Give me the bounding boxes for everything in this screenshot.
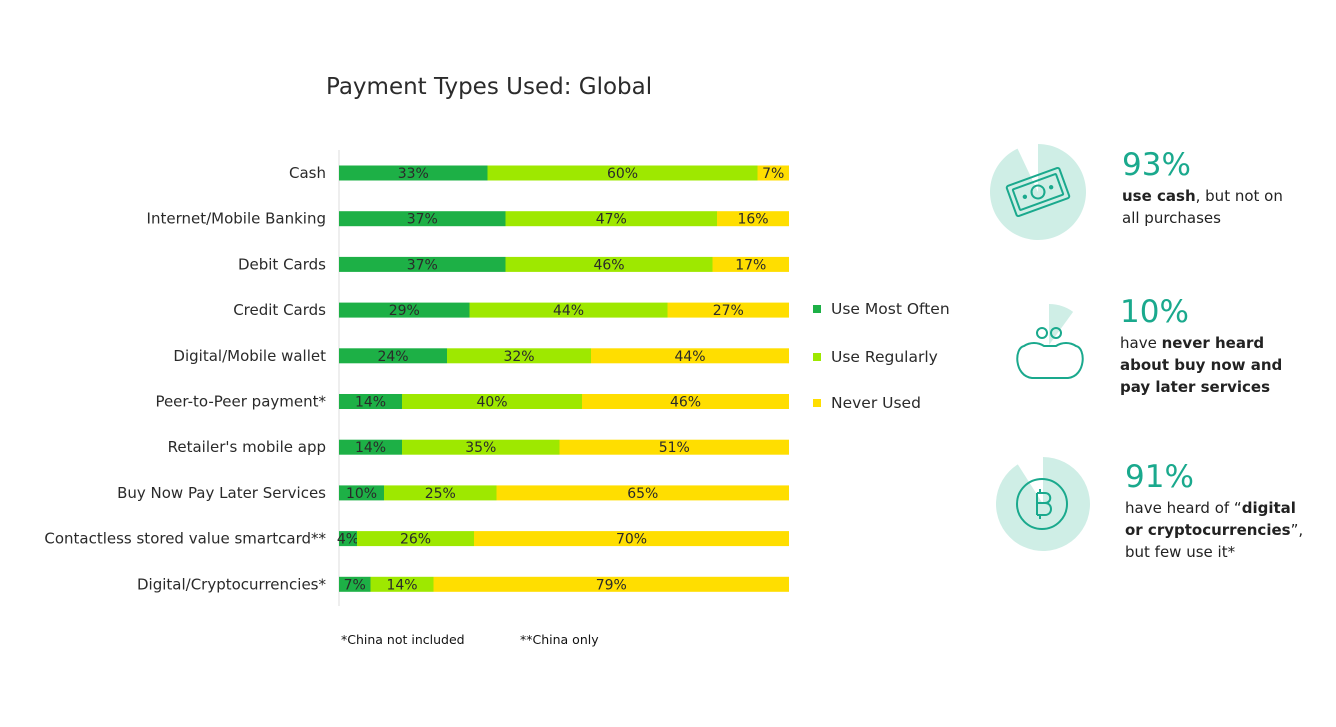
bitcoin-icon bbox=[996, 457, 1090, 551]
bar-segment-1 bbox=[339, 531, 357, 547]
bar-segment-3 bbox=[667, 302, 789, 318]
data-label: 14% bbox=[355, 395, 386, 411]
bar-segment-1 bbox=[339, 394, 402, 409]
bar-segment-1 bbox=[339, 302, 470, 318]
bar-segment-3 bbox=[591, 348, 789, 364]
bar-segment-1 bbox=[339, 576, 371, 592]
data-label: 46% bbox=[593, 257, 624, 273]
data-label: 10% bbox=[346, 486, 377, 502]
data-label: 79% bbox=[596, 577, 627, 593]
bar-segment-3 bbox=[496, 485, 789, 501]
bnpl-percent-pie bbox=[1049, 304, 1074, 345]
bar-segment-2 bbox=[402, 394, 582, 409]
stacked-bar-chart: Cash 33% 60% 7% Internet/Mobile Banking 37% 47… bbox=[44, 150, 789, 606]
data-label: 46% bbox=[670, 395, 701, 411]
legend-swatch bbox=[813, 304, 821, 313]
category-label: Digital/Mobile wallet bbox=[173, 347, 326, 365]
bar-segment-1 bbox=[339, 348, 447, 364]
legend-label: Never Used bbox=[831, 394, 921, 412]
data-label: 37% bbox=[407, 257, 438, 273]
legend-swatch bbox=[813, 398, 821, 407]
category-label: Contactless stored value smartcard** bbox=[44, 530, 326, 548]
legend-label: Use Most Often bbox=[831, 300, 950, 318]
bar-segment-2 bbox=[505, 211, 717, 227]
stat-description: have heard of “digital or cryptocurrencie… bbox=[1125, 499, 1304, 561]
bar-segment-1 bbox=[339, 256, 506, 272]
stat-percent: 93% bbox=[1122, 147, 1191, 183]
data-label: 32% bbox=[503, 349, 534, 365]
data-label: 7% bbox=[762, 166, 784, 182]
bar-segment-1 bbox=[339, 211, 506, 227]
footnote-china-excluded: *China not included bbox=[341, 632, 465, 647]
category-label: Retailer's mobile app bbox=[168, 438, 326, 456]
bar-segment-1 bbox=[339, 485, 384, 501]
data-label: 4% bbox=[337, 532, 359, 548]
bar-segment-2 bbox=[487, 165, 758, 181]
data-label: 33% bbox=[398, 166, 429, 182]
legend-item-use-regularly: Use Regularly bbox=[813, 348, 938, 366]
bar-segment-2 bbox=[384, 485, 497, 501]
data-label: 40% bbox=[476, 395, 507, 411]
category-label: Buy Now Pay Later Services bbox=[117, 484, 326, 502]
bar-segment-3 bbox=[712, 256, 789, 272]
data-label: 44% bbox=[553, 303, 584, 319]
chart-title: Payment Types Used: Global bbox=[326, 74, 653, 100]
category-label: Internet/Mobile Banking bbox=[147, 210, 326, 228]
data-label: 24% bbox=[377, 349, 408, 365]
stat-percent: 91% bbox=[1125, 459, 1194, 495]
category-label: Debit Cards bbox=[238, 255, 326, 273]
bar-segment-2 bbox=[402, 439, 560, 455]
data-label: 60% bbox=[607, 166, 638, 182]
data-label: 65% bbox=[627, 486, 658, 502]
category-label: Cash bbox=[289, 164, 326, 182]
data-label: 16% bbox=[737, 212, 768, 228]
data-label: 27% bbox=[713, 303, 744, 319]
wallet-icon bbox=[1016, 304, 1084, 379]
category-label: Digital/Cryptocurrencies* bbox=[137, 575, 326, 593]
data-label: 14% bbox=[386, 577, 417, 593]
bar-segment-1 bbox=[339, 439, 402, 455]
legend-label: Use Regularly bbox=[831, 348, 938, 366]
stat-bnpl: 10% have never heard about buy now and pay… bbox=[1120, 297, 1282, 398]
data-label: 29% bbox=[389, 303, 420, 319]
bar-segment-2 bbox=[447, 348, 591, 364]
category-label: Credit Cards bbox=[233, 301, 326, 319]
stat-percent: 10% bbox=[1120, 294, 1189, 330]
bar-segment-3 bbox=[717, 211, 789, 227]
bar-segment-3 bbox=[433, 576, 789, 592]
bar-segment-3 bbox=[559, 439, 789, 455]
bar-segment-3 bbox=[757, 165, 789, 181]
data-label: 35% bbox=[465, 440, 496, 456]
bar-segment-3 bbox=[474, 531, 789, 547]
bar-segment-3 bbox=[582, 394, 789, 409]
stat-cash: 93% use cash, but not on all purchases bbox=[1122, 150, 1283, 229]
stat-description: have never heard about buy now and pay lat… bbox=[1120, 334, 1283, 396]
footnote-china-only: **China only bbox=[520, 632, 599, 647]
bar-segment-2 bbox=[505, 256, 713, 272]
data-label: 47% bbox=[596, 212, 627, 228]
data-label: 17% bbox=[735, 257, 766, 273]
data-label: 14% bbox=[355, 440, 386, 456]
bar-segment-2 bbox=[370, 576, 434, 592]
cash-icon bbox=[990, 144, 1086, 241]
data-label: 7% bbox=[344, 577, 366, 593]
category-label: Peer-to-Peer payment* bbox=[155, 393, 326, 411]
bar-segment-2 bbox=[357, 531, 474, 547]
data-label: 26% bbox=[400, 532, 431, 548]
data-label: 25% bbox=[425, 486, 456, 502]
data-label: 44% bbox=[674, 349, 705, 365]
stat-crypto: 91% have heard of “digital or cryptocurre… bbox=[1125, 462, 1303, 563]
data-label: 37% bbox=[407, 212, 438, 228]
bar-segment-1 bbox=[339, 165, 488, 181]
legend-item-never-used: Never Used bbox=[813, 394, 921, 412]
stat-description: use cash, but not on all purchases bbox=[1122, 187, 1283, 227]
cash-percent-pie bbox=[990, 144, 1086, 241]
legend-item-use-most-often: Use Most Often bbox=[813, 300, 950, 318]
data-label: 70% bbox=[616, 532, 647, 548]
bar-segment-2 bbox=[469, 302, 668, 318]
legend-swatch bbox=[813, 352, 821, 361]
data-label: 51% bbox=[659, 440, 690, 456]
